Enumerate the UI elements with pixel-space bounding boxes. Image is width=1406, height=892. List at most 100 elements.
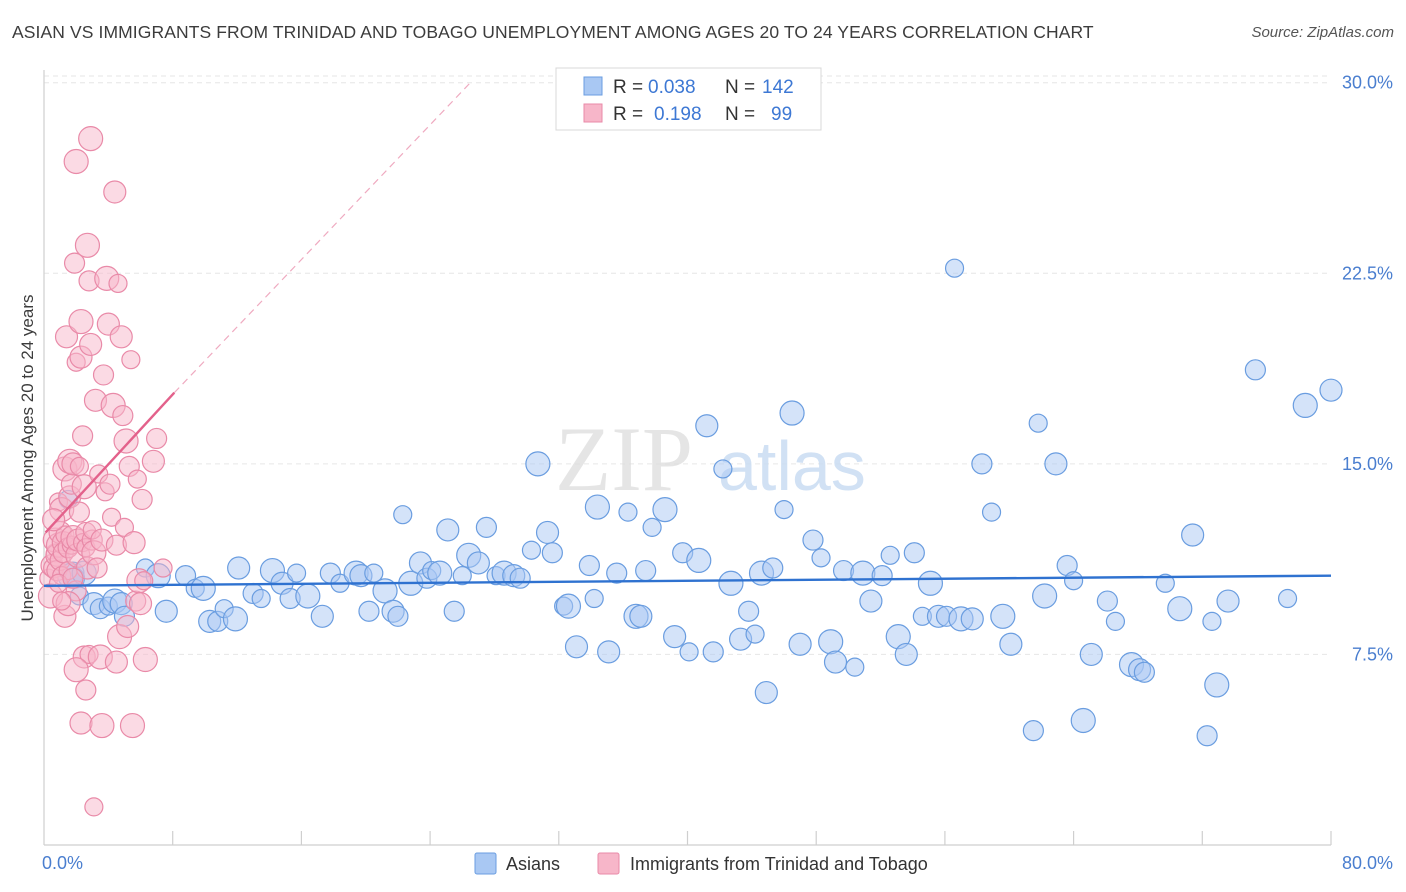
legend-asians-label: Asians: [506, 854, 560, 874]
asians-point: [1079, 642, 1103, 667]
trinidad-point: [72, 425, 94, 447]
trinidad-point: [69, 456, 89, 476]
trinidad-point: [119, 712, 146, 739]
asians-point: [251, 588, 271, 609]
asians-point: [466, 551, 490, 575]
watermark-zip: ZIP: [555, 408, 693, 510]
asians-point: [779, 400, 805, 426]
asians-point: [811, 548, 831, 568]
asians-point: [635, 559, 657, 582]
asians-point: [387, 605, 409, 627]
stats-asians-n-value: 142: [762, 77, 794, 98]
asians-point: [618, 502, 638, 522]
legend-asians-swatch: [474, 852, 497, 875]
asians-point: [652, 496, 678, 523]
stats-asians-n-label: N =: [725, 77, 755, 98]
trinidad-point: [63, 657, 89, 683]
trinidad-point: [71, 474, 97, 500]
asians-point: [286, 563, 307, 583]
asians-point: [358, 600, 380, 622]
trinidad-point: [116, 614, 140, 639]
y-axis-tick-labels: 7.5% 15.0% 22.5% 30.0%: [1342, 73, 1393, 665]
trinidad-point: [132, 646, 158, 673]
trinidad-point: [134, 571, 154, 591]
trinidad-point: [69, 711, 93, 735]
asians-series: [57, 258, 1343, 747]
asians-point: [541, 542, 563, 564]
stats-trinidad-r-label: R =: [613, 104, 643, 125]
asians-point: [1155, 573, 1175, 593]
asians-point: [295, 583, 321, 609]
trinidad-point: [52, 591, 72, 611]
asians-point: [597, 640, 621, 664]
trinidad-series: [37, 126, 173, 817]
trinidad-point: [63, 148, 89, 175]
trinidad-point: [121, 350, 141, 370]
asians-point: [190, 575, 216, 601]
asians-point: [880, 545, 900, 565]
trinidad-point: [79, 332, 103, 357]
asians-point: [1070, 707, 1096, 734]
trinidad-point: [84, 797, 104, 817]
asians-point: [1096, 590, 1118, 612]
trinidad-point: [54, 325, 79, 349]
trinidad-point: [109, 325, 133, 349]
asians-point: [1244, 359, 1266, 381]
stats-asians-swatch: [583, 76, 603, 96]
asians-point: [1133, 661, 1155, 683]
asians-point: [754, 680, 778, 705]
y-tick-label: 22.5%: [1342, 263, 1393, 283]
trinidad-point: [68, 501, 90, 523]
asians-point: [1105, 611, 1126, 631]
legend-trinidad-swatch: [597, 852, 620, 875]
asians-point: [1022, 720, 1044, 742]
asians-point: [818, 629, 844, 655]
trinidad-point: [74, 232, 101, 258]
y-axis-label: Unemployment Among Ages 20 to 24 years: [18, 295, 37, 622]
asians-point: [774, 499, 794, 520]
stats-asians-r-label: R =: [613, 77, 643, 98]
asians-point: [509, 567, 531, 589]
trinidad-point: [62, 567, 84, 589]
asians-trend-line: [43, 574, 1332, 588]
trinidad-point: [42, 508, 66, 532]
asians-point: [475, 516, 498, 538]
asians-point: [960, 607, 984, 631]
trinidad-point: [68, 308, 94, 335]
trinidad-point: [131, 488, 153, 511]
asians-point: [663, 625, 687, 649]
asians-point: [154, 599, 178, 623]
asians-point: [629, 604, 653, 628]
trinidad-point: [86, 557, 108, 579]
x-tick-label-max: 80.0%: [1342, 853, 1393, 873]
asians-point: [745, 624, 765, 644]
y-tick-label: 7.5%: [1352, 644, 1393, 664]
trinidad-point: [89, 712, 115, 739]
asians-point: [981, 502, 1002, 522]
trinidad-point: [75, 679, 97, 701]
asians-point: [436, 518, 460, 542]
x-tick-label-min: 0.0%: [42, 853, 83, 873]
watermark-atlas: atlas: [718, 427, 866, 505]
asians-point: [1196, 725, 1218, 747]
trinidad-point: [128, 592, 153, 616]
asians-point: [850, 560, 876, 586]
asians-point: [1292, 392, 1318, 419]
trinidad-point: [141, 449, 165, 473]
legend: Asians Immigrants from Trinidad and Toba…: [474, 852, 928, 875]
asians-point: [859, 589, 883, 613]
asians-point: [393, 505, 413, 525]
asians-point: [702, 641, 724, 663]
trinidad-point: [78, 126, 104, 152]
asians-point: [871, 565, 893, 587]
asians-point: [845, 657, 865, 677]
asians-point: [718, 570, 744, 596]
trinidad-trend-line: [44, 391, 176, 534]
asians-point: [521, 540, 542, 560]
asians-point: [990, 603, 1016, 629]
trinidad-point: [108, 273, 128, 294]
asians-point: [310, 604, 334, 628]
asians-point: [1216, 589, 1240, 613]
asians-point: [971, 453, 993, 475]
